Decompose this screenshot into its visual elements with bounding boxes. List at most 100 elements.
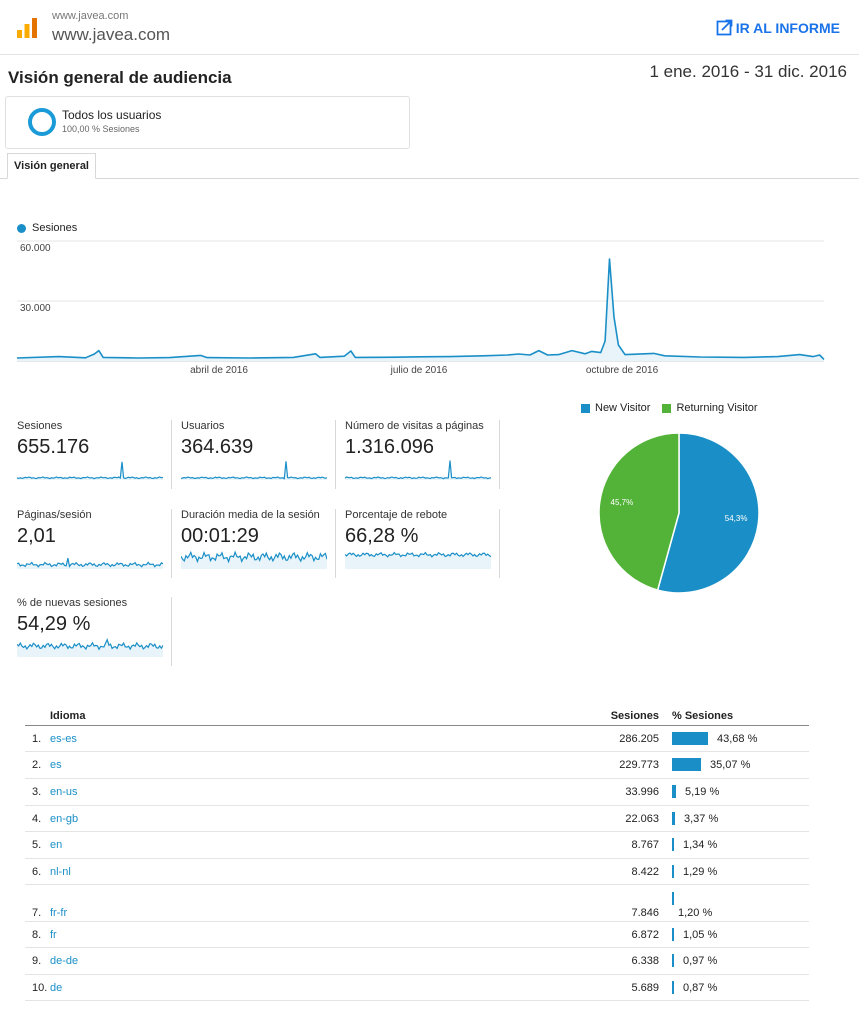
sessions-legend-swatch xyxy=(17,224,26,233)
metric-divider xyxy=(335,509,336,578)
returning-visitor-swatch xyxy=(662,403,672,413)
segment-card[interactable]: Todos los usuarios 100,00 % Sesiones xyxy=(5,96,410,149)
language-link[interactable]: es-es xyxy=(50,733,77,745)
pct-sessions-value: 3,37 % xyxy=(684,813,719,825)
table-row: 1. es-es 286.205 43,68 % xyxy=(25,726,809,752)
legend-returning-visitor[interactable]: Returning Visitor xyxy=(662,402,758,414)
language-link[interactable]: fr-fr xyxy=(50,907,68,919)
language-link[interactable]: en-gb xyxy=(50,813,79,825)
metric-label: Porcentaje de rebote xyxy=(345,509,448,521)
metric-sparkline xyxy=(345,551,491,569)
metric-label: Sesiones xyxy=(17,420,63,432)
metric-pages-per-session[interactable]: Páginas/sesión 2,01 xyxy=(17,509,167,579)
row-number: 4. xyxy=(32,813,42,825)
x-tick-label: abril de 2016 xyxy=(190,365,248,376)
language-link[interactable]: en xyxy=(50,839,63,851)
pct-sessions-value: 1,20 % xyxy=(678,907,713,919)
pct-bar xyxy=(672,954,674,967)
sessions-value: 8.422 xyxy=(631,866,659,878)
go-to-report-label: IR AL INFORME xyxy=(735,19,840,36)
metric-sparkline xyxy=(17,557,163,569)
sessions-legend-label: Sesiones xyxy=(32,222,78,234)
row-number: 1. xyxy=(32,733,42,745)
tab-divider xyxy=(0,178,859,179)
metric-label: Páginas/sesión xyxy=(17,509,92,521)
metric-sparkline xyxy=(181,550,327,569)
pie-legend: New Visitor Returning Visitor xyxy=(581,402,758,414)
table-row: 2. es 229.773 35,07 % xyxy=(25,752,809,779)
metric-divider xyxy=(499,509,500,578)
pct-sessions-value: 35,07 % xyxy=(710,759,751,771)
pct-bar xyxy=(672,892,674,905)
sessions-value: 229.773 xyxy=(619,759,659,771)
metric-users[interactable]: Usuarios 364.639 xyxy=(181,420,331,490)
pie-slice-returning-visitor[interactable] xyxy=(598,432,680,592)
segment-name: Todos los usuarios xyxy=(62,108,162,122)
go-to-report-link[interactable]: IR AL INFORME xyxy=(716,19,840,36)
row-number: 9. xyxy=(32,955,42,967)
pie-slice-new-visitor[interactable] xyxy=(656,432,760,594)
column-header-sessions[interactable]: Sesiones xyxy=(610,710,659,722)
language-link[interactable]: de xyxy=(50,982,63,994)
column-header-pct-sessions[interactable]: % Sesiones xyxy=(672,710,734,722)
sparkline-line xyxy=(345,551,491,558)
column-header-language[interactable]: Idioma xyxy=(50,710,86,722)
metric-divider xyxy=(335,420,336,489)
metric-value: 2,01 xyxy=(17,525,56,547)
metric-value: 655.176 xyxy=(17,436,90,458)
y-tick-label: 30.000 xyxy=(20,303,51,314)
language-link[interactable]: es xyxy=(50,759,62,771)
header-divider xyxy=(0,54,859,55)
pct-bar xyxy=(672,981,674,994)
pct-bar xyxy=(672,865,674,878)
table-row: 6. nl-nl 8.422 1,29 % xyxy=(25,859,809,885)
metric-sessions[interactable]: Sesiones 655.176 xyxy=(17,420,167,490)
legend-new-visitor[interactable]: New Visitor xyxy=(581,402,650,414)
sessions-line-chart: 60.000 30.000 abril de 2016 julio de 201… xyxy=(16,240,825,376)
metric-label: Duración media de la sesión xyxy=(181,509,320,521)
metric-divider xyxy=(171,597,172,666)
metric-bounce-rate[interactable]: Porcentaje de rebote 66,28 % xyxy=(345,509,495,579)
sparkline-line xyxy=(181,550,327,564)
language-link[interactable]: fr xyxy=(50,929,57,941)
metric-label: Usuarios xyxy=(181,420,225,432)
pct-bar xyxy=(672,838,674,851)
language-link[interactable]: en-us xyxy=(50,786,78,798)
metric-pageviews[interactable]: Número de visitas a páginas 1.316.096 xyxy=(345,420,495,490)
page-title: Visión general de audiencia xyxy=(8,68,232,87)
table-row: 3. en-us 33.996 5,19 % xyxy=(25,779,809,806)
sessions-value: 286.205 xyxy=(619,733,659,745)
site-name: www.javea.com xyxy=(52,25,171,44)
sparkline-line xyxy=(17,638,163,651)
sessions-value: 6.338 xyxy=(631,955,659,967)
pct-bar xyxy=(672,928,674,941)
pct-bar xyxy=(672,785,677,798)
date-range[interactable]: 1 ene. 2016 - 31 dic. 2016 xyxy=(649,62,847,81)
language-link[interactable]: de-de xyxy=(50,955,79,967)
visitor-type-pie-chart: 54,3% 45,7% xyxy=(598,432,760,594)
tab-overview[interactable]: Visión general xyxy=(7,153,96,179)
table-body: 1. es-es 286.205 43,68 % 2. es 229.773 35,07 % 3… xyxy=(25,726,809,1001)
sparkline-line xyxy=(17,557,163,568)
table-row: 5. en 8.767 1,34 % xyxy=(25,832,809,859)
row-number: 2. xyxy=(32,759,42,771)
row-number: 5. xyxy=(32,839,42,851)
sessions-value: 33.996 xyxy=(625,786,659,798)
table-header: Idioma Sesiones % Sesiones xyxy=(25,703,809,726)
y-tick-label: 60.000 xyxy=(20,243,51,254)
pct-sessions-value: 0,87 % xyxy=(683,982,718,994)
pct-sessions-value: 1,29 % xyxy=(683,866,718,878)
legend-label: New Visitor xyxy=(595,402,651,414)
site-url-small: www.javea.com xyxy=(52,10,129,22)
metric-new-sessions[interactable]: % de nuevas sesiones 54,29 % xyxy=(17,597,167,667)
sparkline-line xyxy=(17,461,163,480)
pct-sessions-value: 1,05 % xyxy=(683,929,718,941)
pct-sessions-value: 0,97 % xyxy=(683,955,718,967)
language-link[interactable]: nl-nl xyxy=(50,866,71,878)
metric-avg-session-duration[interactable]: Duración media de la sesión 00:01:29 xyxy=(181,509,331,579)
table-row: 9. de-de 6.338 0,97 % xyxy=(25,948,809,975)
segment-percentage: 100,00 % Sesiones xyxy=(62,124,140,134)
sparkline-line xyxy=(345,460,491,480)
table-row: 10. de 5.689 0,87 % xyxy=(25,975,809,1001)
pct-bar xyxy=(672,732,708,745)
